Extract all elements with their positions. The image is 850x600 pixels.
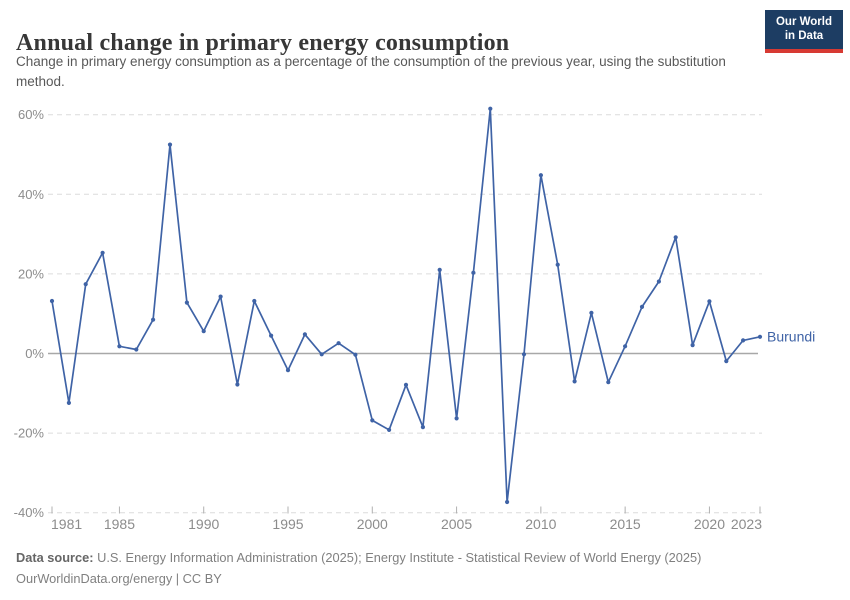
data-point[interactable]	[707, 299, 712, 304]
data-point[interactable]	[454, 416, 459, 421]
data-point[interactable]	[353, 352, 358, 357]
data-point[interactable]	[420, 425, 425, 430]
data-point[interactable]	[184, 300, 189, 305]
data-point[interactable]	[555, 262, 560, 267]
data-point[interactable]	[201, 329, 206, 334]
x-tick-label: 1995	[272, 516, 303, 532]
data-source-label: Data source:	[16, 550, 94, 565]
data-point[interactable]	[336, 341, 341, 346]
data-point[interactable]	[218, 294, 223, 299]
y-tick-label: -20%	[14, 426, 45, 441]
x-tick-label: 2005	[441, 516, 472, 532]
data-point[interactable]	[505, 499, 510, 505]
data-point[interactable]	[302, 332, 307, 337]
data-point[interactable]	[471, 270, 476, 275]
data-point[interactable]	[589, 310, 594, 315]
data-point[interactable]	[572, 379, 577, 384]
data-point[interactable]	[757, 334, 763, 339]
data-point[interactable]	[741, 338, 746, 343]
data-point[interactable]	[639, 304, 645, 309]
y-tick-label: -40%	[14, 505, 45, 520]
x-tick-label: 2000	[357, 516, 388, 532]
data-point[interactable]	[690, 343, 695, 348]
page-title: Annual change in primary energy consumpt…	[16, 30, 510, 57]
data-point[interactable]	[117, 344, 122, 349]
data-point[interactable]	[387, 427, 392, 432]
y-tick-label: 40%	[18, 187, 44, 202]
data-point[interactable]	[66, 400, 71, 405]
data-point[interactable]	[100, 250, 105, 255]
data-point[interactable]	[269, 333, 274, 338]
data-point[interactable]	[606, 380, 611, 385]
x-tick-label: 1981	[51, 516, 82, 532]
data-point[interactable]	[673, 235, 678, 240]
data-source-line: Data source: U.S. Energy Information Adm…	[16, 547, 701, 568]
data-point[interactable]	[167, 142, 173, 147]
data-point[interactable]	[521, 352, 527, 357]
owid-link-line[interactable]: OurWorldinData.org/energy | CC BY	[16, 571, 222, 586]
data-point[interactable]	[235, 382, 240, 387]
data-point[interactable]	[437, 267, 442, 272]
line-series-burundi[interactable]	[51, 107, 761, 503]
data-point[interactable]	[49, 298, 55, 304]
chart-footer: Data source: U.S. Energy Information Adm…	[16, 547, 701, 589]
data-point[interactable]	[538, 173, 544, 178]
y-tick-label: 60%	[18, 107, 44, 122]
x-tick-label: 2010	[525, 516, 556, 532]
owid-logo-line2: in Data	[784, 30, 824, 42]
data-point[interactable]	[285, 368, 291, 373]
data-point[interactable]	[370, 418, 375, 423]
data-point[interactable]	[488, 106, 493, 111]
data-point[interactable]	[252, 298, 257, 304]
data-point[interactable]	[151, 317, 156, 322]
data-point[interactable]	[623, 344, 628, 349]
entity-label[interactable]: Burundi	[767, 328, 815, 344]
data-point[interactable]	[403, 382, 409, 387]
owid-logo-accent-bar	[765, 49, 843, 53]
data-source-text: U.S. Energy Information Administration (…	[93, 550, 702, 565]
x-tick-label: 1990	[188, 516, 219, 532]
data-point[interactable]	[319, 352, 324, 357]
y-tick-label: 20%	[18, 266, 44, 281]
data-point[interactable]	[656, 279, 662, 284]
x-tick-label: 2020	[694, 516, 725, 532]
chart-subtitle: Change in primary energy consumption as …	[16, 54, 726, 90]
x-tick-label: 2023	[731, 516, 762, 532]
y-tick-label: 0%	[25, 346, 44, 361]
x-tick-label: 1985	[104, 516, 135, 532]
data-point[interactable]	[134, 347, 139, 352]
x-tick-label: 2015	[610, 516, 641, 532]
data-point[interactable]	[83, 282, 88, 287]
owid-logo-line1: Our World	[775, 16, 832, 28]
owid-logo[interactable]: Our World in Data	[765, 10, 843, 53]
data-point[interactable]	[724, 359, 729, 364]
